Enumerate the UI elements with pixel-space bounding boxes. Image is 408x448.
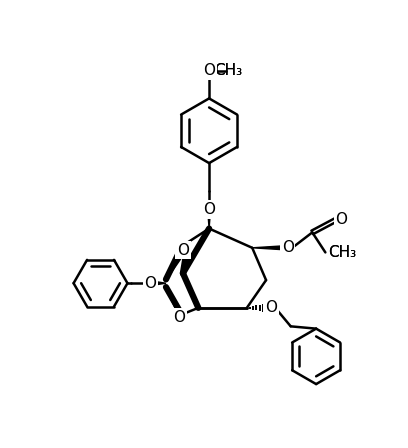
Text: O: O xyxy=(177,243,189,258)
Text: O: O xyxy=(144,276,157,291)
Text: CH₃: CH₃ xyxy=(328,245,357,260)
Text: O: O xyxy=(203,202,215,217)
Text: O: O xyxy=(203,63,215,78)
Polygon shape xyxy=(207,204,211,228)
Text: CH₃: CH₃ xyxy=(214,63,242,78)
Text: O: O xyxy=(203,202,215,217)
Text: O: O xyxy=(282,240,294,255)
Text: O: O xyxy=(144,276,157,291)
Text: O: O xyxy=(203,63,215,78)
Polygon shape xyxy=(252,246,283,250)
Text: O: O xyxy=(282,240,294,255)
Text: CH₃: CH₃ xyxy=(328,245,357,260)
Text: CH₃: CH₃ xyxy=(214,63,242,78)
Polygon shape xyxy=(156,282,166,285)
Text: O: O xyxy=(173,310,185,325)
Text: O: O xyxy=(265,300,277,315)
Text: O: O xyxy=(335,212,348,227)
Text: O: O xyxy=(335,212,348,227)
Text: O: O xyxy=(173,310,185,325)
Text: O: O xyxy=(177,243,189,258)
Text: O: O xyxy=(265,300,277,315)
